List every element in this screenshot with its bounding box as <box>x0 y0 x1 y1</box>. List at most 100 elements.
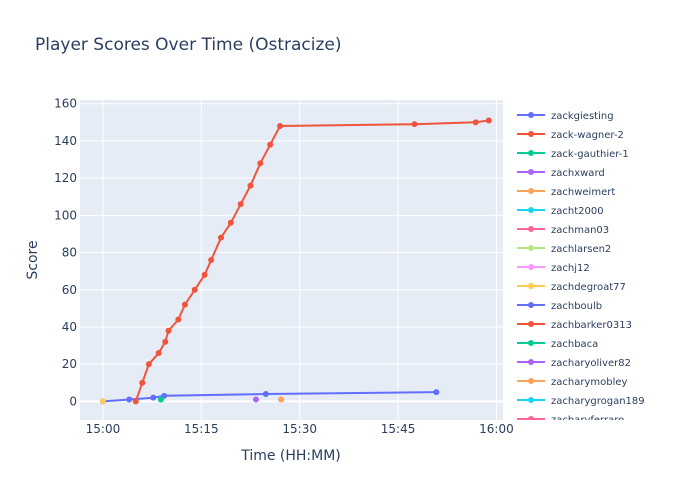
legend-label: zachboulb <box>551 301 602 312</box>
data-point <box>433 389 440 396</box>
plot-area <box>80 100 503 420</box>
legend-label: zachweimert <box>551 187 615 198</box>
legend-swatch-marker <box>528 302 534 308</box>
series-layer <box>99 117 492 405</box>
legend-swatch-marker <box>528 397 534 403</box>
data-point <box>247 182 254 189</box>
y-tick-label: 60 <box>62 283 77 297</box>
legend-item[interactable]: zacharygrogan189 <box>517 396 645 407</box>
series-line <box>102 391 437 403</box>
series-zack-wagner-2 <box>132 117 492 405</box>
y-tick-label: 160 <box>54 97 77 111</box>
legend-label: zackgiesting <box>551 111 614 122</box>
legend-item[interactable]: zachxward <box>517 168 605 179</box>
data-point <box>191 286 198 293</box>
data-point <box>162 338 169 345</box>
legend-label: zachlarsen2 <box>551 244 611 255</box>
legend-item[interactable]: zachdegroat77 <box>517 282 626 293</box>
grid <box>80 100 503 420</box>
legend-label: zachbarker0313 <box>551 320 632 331</box>
x-tick-label: 15:15 <box>184 422 219 436</box>
legend-item[interactable]: zackgiesting <box>517 111 614 122</box>
y-tick-label: 40 <box>62 320 77 334</box>
data-point <box>99 398 106 405</box>
legend-swatch-marker <box>528 112 534 118</box>
data-point <box>208 257 215 263</box>
data-point <box>157 396 164 403</box>
data-point <box>165 327 172 334</box>
legend-item[interactable]: zachman03 <box>517 225 609 236</box>
legend-item[interactable]: zachbaca <box>517 339 598 350</box>
y-axis-ticks: 0 20 40 60 80 100 120 140 160 <box>54 97 77 409</box>
data-point <box>252 396 259 403</box>
legend-swatch-marker <box>528 150 534 156</box>
legend-swatch-marker <box>528 188 534 194</box>
legend[interactable]: zackgiesting zack-wagner-2 zack-gauthier-1… <box>517 111 645 426</box>
legend-label: zachdegroat77 <box>551 282 626 293</box>
legend-swatch-marker <box>528 340 534 346</box>
series-zachdegroat77 <box>99 398 106 405</box>
y-tick-label: 0 <box>69 394 77 408</box>
legend-label: zachman03 <box>551 225 609 236</box>
data-point <box>262 390 269 397</box>
legend-label: zachxward <box>551 168 605 179</box>
data-point <box>472 119 479 126</box>
data-point <box>277 123 284 130</box>
legend-item[interactable]: zack-gauthier-1 <box>517 149 629 160</box>
legend-label: zack-wagner-2 <box>551 130 624 141</box>
legend-swatch-marker <box>528 416 534 420</box>
legend-swatch-marker <box>528 321 534 327</box>
data-point <box>218 234 224 241</box>
data-point <box>201 271 208 278</box>
legend-swatch-marker <box>528 169 534 175</box>
series-zachxward <box>252 396 259 403</box>
data-point <box>257 160 264 167</box>
data-point <box>278 396 285 403</box>
legend-item[interactable]: zachbarker0313 <box>517 320 632 331</box>
x-axis-title: Time (HH:MM) <box>240 448 341 464</box>
x-tick-label: 16:00 <box>479 422 514 436</box>
data-point <box>175 316 182 323</box>
legend-item[interactable]: zachweimert <box>517 187 615 198</box>
legend-label: zacharyferraro <box>551 415 624 426</box>
data-point <box>237 201 244 208</box>
data-point <box>485 117 492 124</box>
legend-label: zacharyoliver82 <box>551 358 631 369</box>
legend-item[interactable]: zack-wagner-2 <box>517 130 624 141</box>
legend-label: zacht2000 <box>551 206 604 217</box>
y-axis-title: Score <box>25 240 41 279</box>
legend-label: zachbaca <box>551 339 598 350</box>
legend-swatch-marker <box>528 131 534 137</box>
x-tick-label: 15:00 <box>86 422 121 436</box>
legend-swatch-marker <box>528 264 534 270</box>
data-point <box>267 141 274 148</box>
legend-item[interactable]: zacharyferraro <box>517 415 624 426</box>
y-tick-label: 140 <box>54 134 77 148</box>
x-tick-label: 15:30 <box>282 422 317 436</box>
legend-swatch-marker <box>528 359 534 365</box>
legend-swatch-marker <box>528 378 534 384</box>
series-zack-gauthier-1 <box>157 396 164 403</box>
legend-label: zachj12 <box>551 263 590 274</box>
legend-label: zacharymobley <box>551 377 628 388</box>
legend-label: zack-gauthier-1 <box>551 149 629 160</box>
legend-swatch-marker <box>528 245 534 251</box>
legend-item[interactable]: zachj12 <box>517 263 590 274</box>
legend-item[interactable]: zacht2000 <box>517 206 604 217</box>
legend-swatch-marker <box>528 207 534 213</box>
legend-item[interactable]: zacharymobley <box>517 377 628 388</box>
legend-item[interactable]: zachlarsen2 <box>517 244 611 255</box>
legend-swatch-marker <box>528 283 534 289</box>
data-point <box>181 301 188 308</box>
y-tick-label: 80 <box>62 246 77 260</box>
x-tick-label: 15:45 <box>381 422 416 436</box>
data-point <box>150 394 157 401</box>
legend-label: zacharygrogan189 <box>551 396 645 407</box>
data-point <box>227 219 234 226</box>
legend-item[interactable]: zacharyoliver82 <box>517 358 631 369</box>
series-zachweimert <box>278 396 285 403</box>
x-axis-ticks: 15:00 15:15 15:30 15:45 16:00 <box>86 422 514 436</box>
legend-swatch-marker <box>528 226 534 232</box>
legend-item[interactable]: zachboulb <box>517 301 602 312</box>
